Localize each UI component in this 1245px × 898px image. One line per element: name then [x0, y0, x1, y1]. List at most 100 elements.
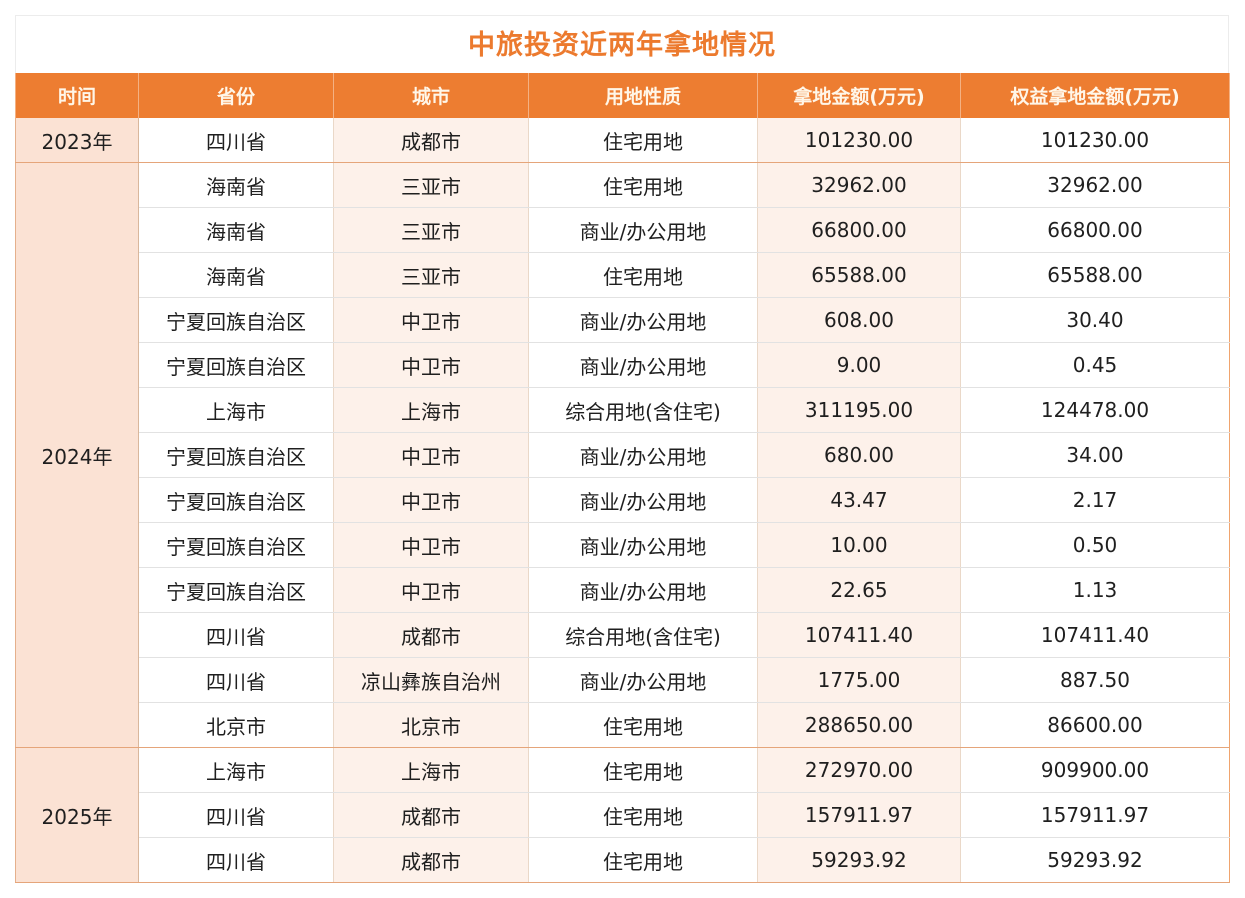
- table-row: 2024年 海南省 三亚市 住宅用地 32962.00 32962.00: [15, 162, 1230, 748]
- city-cell: 中卫市: [333, 432, 529, 478]
- year-cell: 2023年: [15, 118, 139, 163]
- province-cell: 上海市: [138, 387, 334, 433]
- amount-cell: 66800.00: [757, 207, 961, 253]
- city-cell: 三亚市: [333, 207, 529, 253]
- table-row: 海南省 三亚市 商业/办公用地 66800.00 66800.00: [16, 207, 1230, 253]
- province-cell: 宁夏回族自治区: [138, 342, 334, 388]
- city-cell: 中卫市: [333, 297, 529, 343]
- amount-cell: 311195.00: [757, 387, 961, 433]
- equity-amount-cell: 157911.97: [960, 792, 1230, 838]
- table-row: 宁夏回族自治区 中卫市 商业/办公用地 22.65 1.13: [16, 567, 1230, 613]
- city-cell: 成都市: [333, 118, 529, 163]
- amount-cell: 9.00: [757, 342, 961, 388]
- land-use-cell: 住宅用地: [528, 252, 758, 298]
- province-cell: 宁夏回族自治区: [138, 567, 334, 613]
- equity-amount-cell: 59293.92: [960, 837, 1230, 883]
- city-cell: 中卫市: [333, 522, 529, 568]
- equity-amount-cell: 909900.00: [960, 747, 1230, 793]
- equity-amount-cell: 101230.00: [960, 118, 1230, 163]
- table-row: 宁夏回族自治区 中卫市 商业/办公用地 43.47 2.17: [16, 477, 1230, 523]
- amount-cell: 608.00: [757, 297, 961, 343]
- table-row: 2023年 四川省 成都市 住宅用地 101230.00 101230.00: [15, 118, 1230, 163]
- amount-cell: 272970.00: [757, 747, 961, 793]
- equity-amount-cell: 86600.00: [960, 702, 1230, 748]
- land-use-cell: 住宅用地: [528, 747, 758, 793]
- land-use-cell: 住宅用地: [528, 702, 758, 748]
- amount-cell: 1775.00: [757, 657, 961, 703]
- amount-cell: 107411.40: [757, 612, 961, 658]
- land-use-cell: 商业/办公用地: [528, 207, 758, 253]
- header-row: 时间 省份 城市 用地性质 拿地金额(万元) 权益拿地金额(万元): [15, 73, 1230, 118]
- equity-amount-cell: 32962.00: [960, 162, 1230, 208]
- city-cell: 三亚市: [333, 162, 529, 208]
- city-cell: 上海市: [333, 747, 529, 793]
- land-use-cell: 商业/办公用地: [528, 567, 758, 613]
- header-province: 省份: [138, 73, 334, 118]
- table-body: 2023年 四川省 成都市 住宅用地 101230.00 101230.00 2024年 海南…: [15, 118, 1230, 883]
- land-use-cell: 商业/办公用地: [528, 342, 758, 388]
- header-city: 城市: [333, 73, 529, 118]
- province-cell: 四川省: [138, 657, 334, 703]
- land-use-cell: 住宅用地: [528, 118, 758, 163]
- table-row: 宁夏回族自治区 中卫市 商业/办公用地 9.00 0.45: [16, 342, 1230, 388]
- amount-cell: 157911.97: [757, 792, 961, 838]
- land-use-cell: 商业/办公用地: [528, 432, 758, 478]
- table-row: 北京市 北京市 住宅用地 288650.00 86600.00: [16, 702, 1230, 748]
- province-cell: 宁夏回族自治区: [138, 477, 334, 523]
- land-use-cell: 综合用地(含住宅): [528, 612, 758, 658]
- header-amount: 拿地金额(万元): [757, 73, 961, 118]
- table-row: 上海市 上海市 综合用地(含住宅) 311195.00 124478.00: [16, 387, 1230, 433]
- table-row: 四川省 成都市 住宅用地 157911.97 157911.97: [16, 792, 1230, 838]
- province-cell: 海南省: [138, 207, 334, 253]
- land-use-cell: 商业/办公用地: [528, 522, 758, 568]
- amount-cell: 65588.00: [757, 252, 961, 298]
- table-row: 四川省 凉山彝族自治州 商业/办公用地 1775.00 887.50: [16, 657, 1230, 703]
- city-cell: 中卫市: [333, 342, 529, 388]
- equity-amount-cell: 107411.40: [960, 612, 1230, 658]
- equity-amount-cell: 66800.00: [960, 207, 1230, 253]
- city-cell: 北京市: [333, 702, 529, 748]
- equity-amount-cell: 2.17: [960, 477, 1230, 523]
- province-cell: 海南省: [138, 252, 334, 298]
- city-cell: 上海市: [333, 387, 529, 433]
- amount-cell: 22.65: [757, 567, 961, 613]
- city-cell: 中卫市: [333, 477, 529, 523]
- equity-amount-cell: 887.50: [960, 657, 1230, 703]
- amount-cell: 680.00: [757, 432, 961, 478]
- province-cell: 四川省: [138, 118, 334, 163]
- year-cell: 2024年: [15, 162, 139, 748]
- header-time: 时间: [15, 73, 139, 118]
- amount-cell: 32962.00: [757, 162, 961, 208]
- equity-amount-cell: 1.13: [960, 567, 1230, 613]
- table-row: 宁夏回族自治区 中卫市 商业/办公用地 680.00 34.00: [16, 432, 1230, 478]
- province-cell: 宁夏回族自治区: [138, 297, 334, 343]
- city-cell: 三亚市: [333, 252, 529, 298]
- land-acquisition-table-card: 中旅投资近两年拿地情况 时间 省份 城市 用地性质 拿地金额(万元) 权益拿地金…: [15, 15, 1230, 883]
- table-row: 2025年 上海市 上海市 住宅用地 272970.00 909900.00: [15, 747, 1230, 883]
- province-cell: 四川省: [138, 612, 334, 658]
- land-use-cell: 住宅用地: [528, 792, 758, 838]
- city-cell: 中卫市: [333, 567, 529, 613]
- city-cell: 成都市: [333, 792, 529, 838]
- amount-cell: 10.00: [757, 522, 961, 568]
- equity-amount-cell: 0.50: [960, 522, 1230, 568]
- land-use-cell: 综合用地(含住宅): [528, 387, 758, 433]
- land-use-cell: 商业/办公用地: [528, 297, 758, 343]
- equity-amount-cell: 0.45: [960, 342, 1230, 388]
- equity-amount-cell: 65588.00: [960, 252, 1230, 298]
- table-title: 中旅投资近两年拿地情况: [468, 30, 776, 61]
- table-row: 四川省 成都市 综合用地(含住宅) 107411.40 107411.40: [16, 612, 1230, 658]
- province-cell: 宁夏回族自治区: [138, 432, 334, 478]
- land-use-cell: 住宅用地: [528, 162, 758, 208]
- equity-amount-cell: 30.40: [960, 297, 1230, 343]
- province-cell: 上海市: [138, 747, 334, 793]
- city-cell: 凉山彝族自治州: [333, 657, 529, 703]
- city-cell: 成都市: [333, 837, 529, 883]
- amount-cell: 101230.00: [757, 118, 961, 163]
- province-cell: 四川省: [138, 792, 334, 838]
- land-use-cell: 商业/办公用地: [528, 477, 758, 523]
- province-cell: 海南省: [138, 162, 334, 208]
- land-acquisition-table: 时间 省份 城市 用地性质 拿地金额(万元) 权益拿地金额(万元) 2023年四…: [15, 73, 1230, 883]
- table-row: 海南省 三亚市 住宅用地 65588.00 65588.00: [16, 252, 1230, 298]
- table-row: 宁夏回族自治区 中卫市 商业/办公用地 608.00 30.40: [16, 297, 1230, 343]
